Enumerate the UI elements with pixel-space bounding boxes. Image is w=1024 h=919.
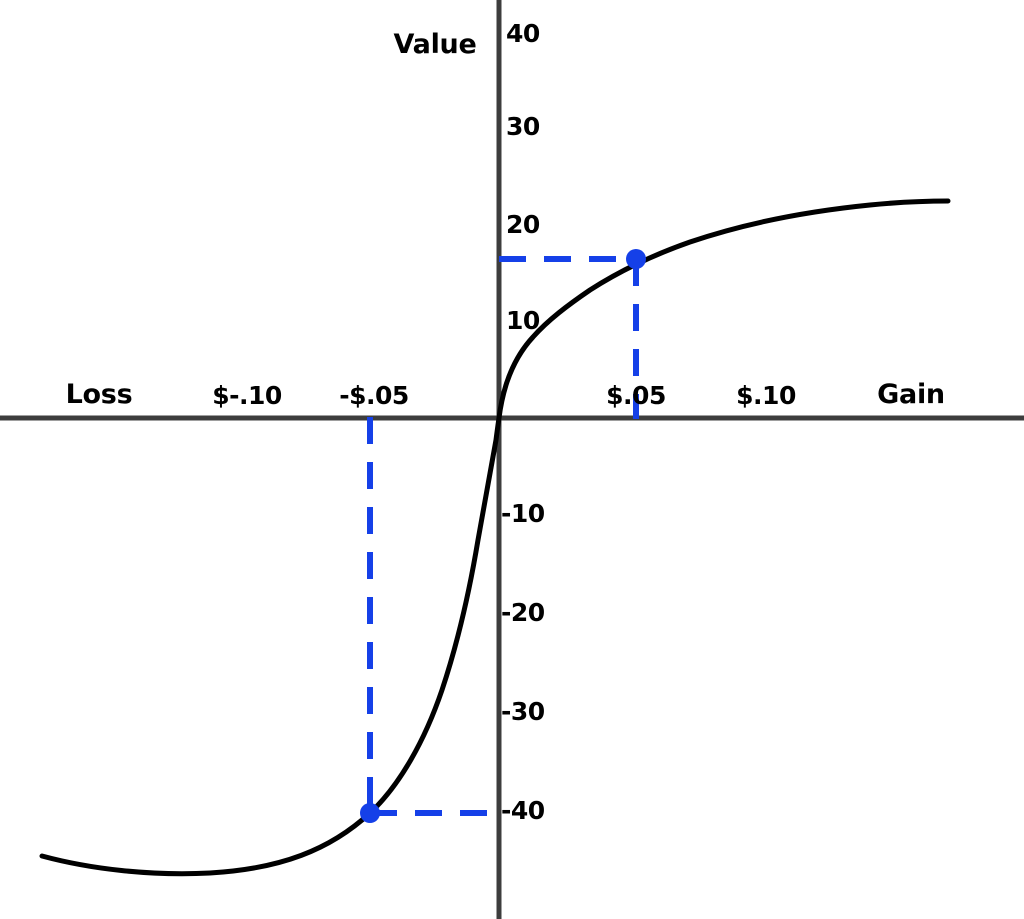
x-axis-label-loss: Loss bbox=[65, 379, 133, 410]
y-tick-label-40: 40 bbox=[506, 19, 540, 48]
y-tick-label-20: 20 bbox=[506, 210, 540, 239]
value-function-curve bbox=[39, 198, 951, 877]
x-axis-label-gain: Gain bbox=[877, 379, 945, 410]
y-tick-label-30: 30 bbox=[506, 112, 540, 141]
y-tick-label-neg30: -30 bbox=[501, 697, 545, 726]
gain-data-point[interactable] bbox=[626, 249, 646, 269]
loss-data-point[interactable] bbox=[360, 803, 380, 823]
y-axis-title: Value bbox=[393, 29, 477, 60]
y-tick-label-neg40: -40 bbox=[501, 796, 545, 825]
y-tick-label-neg10: -10 bbox=[501, 499, 545, 528]
x-tick-label-neg-10: $-.10 bbox=[212, 381, 282, 410]
x-tick-label-pos-10: $.10 bbox=[736, 381, 796, 410]
y-tick-label-10: 10 bbox=[506, 306, 540, 335]
y-tick-label-neg20: -20 bbox=[501, 598, 545, 627]
x-tick-label-neg-05: -$.05 bbox=[339, 381, 409, 410]
x-tick-label-pos-05: $.05 bbox=[606, 381, 666, 410]
